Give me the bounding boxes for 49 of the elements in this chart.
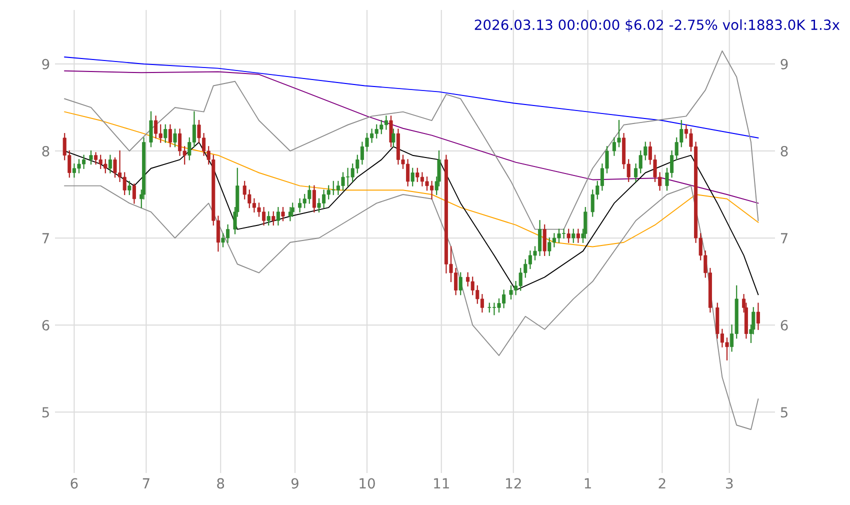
- x-tick-label: 3: [726, 478, 733, 489]
- candlestick: [312, 185, 316, 212]
- candlestick: [410, 168, 414, 186]
- y-tick-label: 6: [42, 320, 50, 331]
- x-tick-label: 6: [70, 478, 78, 489]
- candlestick: [584, 207, 588, 239]
- candlestick: [168, 124, 172, 148]
- x-tick-label: 12: [506, 478, 521, 488]
- y-tick-label: 7: [42, 233, 49, 244]
- y2-tick-label: 9: [780, 58, 788, 70]
- x-tick-label: 9: [291, 478, 298, 489]
- candlestick: [108, 154, 112, 174]
- x-tick-label: 10: [360, 478, 375, 489]
- candlestick: [392, 128, 396, 148]
- candlestick: [566, 228, 570, 243]
- line-series: [64, 70, 759, 204]
- y2-tick-label: 8: [780, 146, 788, 156]
- candlestick: [276, 207, 280, 226]
- line-series: [64, 50, 759, 230]
- candlestick: [128, 180, 132, 196]
- candlestick: [576, 228, 580, 243]
- y-tick-label: 8: [42, 146, 50, 156]
- candlestick: [266, 211, 270, 226]
- y2-tick-label: 7: [781, 233, 788, 244]
- candlestick: [132, 184, 136, 204]
- candlestick: [89, 150, 93, 165]
- candlestick: [173, 128, 177, 148]
- candlestick: [458, 272, 462, 296]
- candlestick: [164, 124, 168, 143]
- y-tick-label: 5: [42, 407, 49, 418]
- candlestick: [290, 202, 294, 217]
- line-series: [64, 56, 759, 138]
- line-series: [64, 185, 759, 430]
- y2-tick-label: 5: [780, 407, 788, 418]
- x-tick-label: 2: [658, 478, 666, 488]
- candlestick: [272, 211, 276, 226]
- x-tick-label: 8: [217, 478, 224, 489]
- y-tick-label: 9: [42, 58, 50, 70]
- candlestick: [756, 302, 760, 330]
- candlestick: [542, 224, 546, 256]
- y2-tick-label: 6: [780, 320, 788, 331]
- x-tick-label: 11: [434, 478, 449, 488]
- text: 2026.03.13 00:00:00 $6.02 -2.75% vol:1883.0K 1.3x: [474, 19, 840, 32]
- x-tick-label: 7: [142, 478, 150, 488]
- candlestick: [149, 111, 153, 148]
- x-tick-label: 1: [584, 478, 591, 488]
- candlestick: [281, 207, 285, 222]
- line-series: [64, 111, 759, 248]
- candlestick: [572, 228, 576, 243]
